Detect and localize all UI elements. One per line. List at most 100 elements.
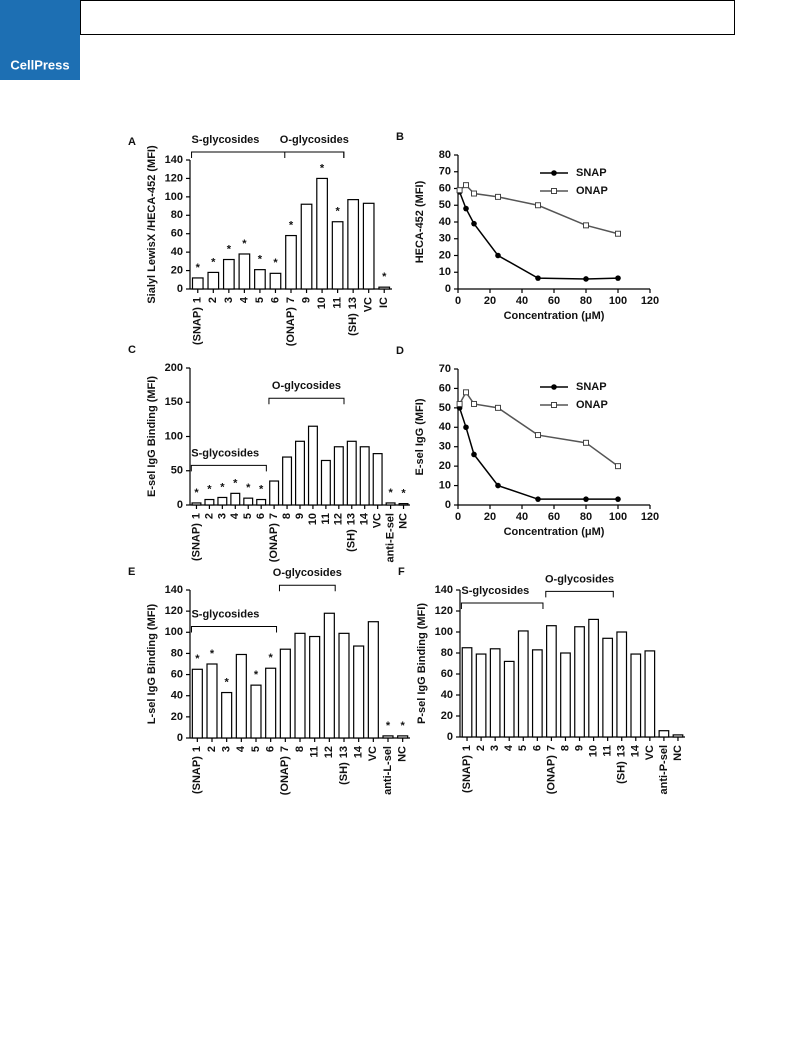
x-tick-label: 11 [602,745,614,757]
x-tick-label: 8 [294,746,306,752]
x-sublabel: (SH) [347,313,359,336]
x-tick-label: 80 [580,511,592,523]
header-box [80,0,735,35]
point [463,182,469,189]
x-tick-label: 3 [221,746,233,752]
significance-marker: * [320,162,325,174]
bracket [460,602,544,609]
bar [300,203,313,290]
x-tick-label: 10 [316,297,328,309]
x-tick-label: 7 [285,297,297,303]
x-tick-label: VC [644,745,656,760]
x-tick-label: 2 [207,297,219,303]
x-tick-label: anti-P-sel [658,745,670,795]
significance-marker: * [254,669,259,681]
bar [658,730,670,738]
legend-label: ONAP [576,185,608,197]
point [615,275,621,281]
significance-marker: * [211,256,216,268]
bar [398,503,409,506]
x-sublabel: (SH) [346,529,358,552]
x-sublabel: (SNAP) [190,523,202,561]
x-sublabel: (ONAP) [545,755,557,794]
bar [367,621,379,739]
x-tick-label: 6 [531,745,543,751]
significance-marker: * [269,652,274,664]
point [463,205,469,212]
x-tick-label: 2 [475,745,487,751]
bar [503,660,515,738]
x-tick-label: VC [372,513,384,528]
significance-marker: * [225,676,230,688]
y-tick-label: 40 [441,689,453,701]
x-tick-label: 9 [294,513,306,519]
x-tick-label: IC [378,297,390,308]
x-tick-label: 2 [206,746,218,752]
bar [397,735,409,739]
panel-label: C [128,344,136,356]
y-axis-label: E-sel IgG (MFI) [414,398,426,475]
y-tick-label: 80 [171,647,183,659]
y-tick-label: 20 [171,711,183,723]
bar [309,635,321,739]
y-tick-label: 100 [435,626,453,638]
x-sublabel: (SH) [616,761,628,784]
x-tick-label: VC [363,297,375,312]
x-tick-label: 7 [268,513,280,519]
x-tick-label: 40 [516,295,528,307]
x-tick-label: 4 [503,744,515,751]
y-tick-label: 120 [165,172,183,184]
y-tick-label: 50 [171,465,183,477]
x-tick-label: 9 [573,745,585,751]
x-tick-label: 6 [265,746,277,752]
y-tick-label: 60 [439,382,451,394]
bracket-label: S-glycosides [461,585,529,597]
point [495,482,501,489]
bar [221,691,233,739]
point [583,496,589,502]
x-tick-label: 14 [630,744,642,757]
bar [204,498,215,506]
bracket [190,625,278,633]
bar [230,492,241,506]
bracket-label: S-glycosides [191,447,259,459]
x-tick-label: 11 [309,746,321,758]
bar [256,498,267,506]
x-tick-label: 7 [545,745,557,751]
y-tick-label: 40 [171,690,183,702]
y-tick-label: 20 [171,264,183,276]
y-tick-label: 20 [441,710,453,722]
bracket [278,584,336,592]
legend-label: ONAP [576,399,608,411]
bar [235,653,247,739]
y-tick-label: 70 [439,363,451,375]
point [495,252,501,259]
y-tick-label: 20 [439,460,451,472]
bracket-label: O-glycosides [545,573,614,585]
x-tick-label: 4 [235,745,247,752]
x-tick-label: 20 [484,295,496,307]
y-axis-label: HECA-452 (MFI) [414,180,426,263]
x-tick-label: 5 [250,746,262,752]
bar [207,271,220,290]
point [535,496,541,502]
y-tick-label: 40 [439,421,451,433]
y-tick-label: 80 [439,149,451,161]
bar [602,637,614,738]
point [463,424,469,431]
bar [294,632,306,739]
bar [307,425,318,506]
significance-marker: * [273,257,278,269]
y-tick-label: 50 [439,402,451,414]
bar [191,277,204,290]
y-tick-label: 80 [441,647,453,659]
point [471,451,477,458]
legend-marker [551,188,557,194]
x-sublabel: (SNAP) [191,756,203,794]
bar [191,668,203,739]
panel-label: B [396,131,404,143]
bar [243,497,254,506]
x-tick-label: 120 [641,295,659,307]
y-tick-label: 100 [165,191,183,203]
point [463,389,469,396]
